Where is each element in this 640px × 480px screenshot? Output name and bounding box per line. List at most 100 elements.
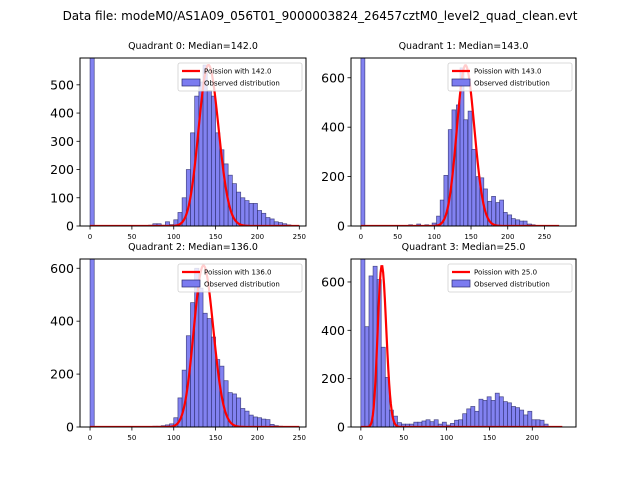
histogram-bar	[265, 217, 271, 226]
histogram-bar	[261, 212, 267, 226]
histogram-bar	[206, 90, 212, 226]
histogram-bar	[486, 396, 492, 427]
y-tick-label: 300	[50, 134, 74, 149]
legend-box	[177, 263, 303, 293]
subplot-title: Quadrant 2: Median=136.0	[128, 242, 258, 253]
subplot-quadrant-2: Quadrant 2: Median=136.0 0 200 400 600 0 50 100…	[50, 242, 307, 442]
axes-frame	[350, 258, 577, 428]
y-tick-label: 200	[321, 169, 345, 184]
histogram-bar	[523, 414, 529, 427]
histogram-bar	[89, 259, 95, 427]
y-tick-label: 600	[50, 261, 74, 276]
histogram-bar	[252, 203, 258, 226]
y-tick-label: 400	[321, 323, 345, 338]
histogram-bar	[507, 402, 512, 427]
axes-frame	[79, 258, 307, 428]
subplot-title: Quadrant 1: Median=143.0	[399, 41, 529, 52]
histogram-bar	[511, 218, 516, 226]
y-tick-label: 0	[66, 219, 74, 234]
poisson-curve	[360, 265, 563, 427]
y-tick-label: 0	[66, 420, 74, 435]
x-tick-label: 0	[88, 233, 92, 241]
histogram-bar	[502, 212, 508, 226]
legend-label-poisson: Poission with 136.0	[204, 269, 272, 277]
histogram-bar	[494, 392, 500, 427]
x-tick-label: 150	[483, 434, 496, 442]
y-tick-label: 400	[50, 106, 74, 121]
x-tick-label: 250	[293, 434, 306, 442]
legend-label-poisson: Poission with 25.0	[474, 269, 537, 277]
histogram-bar	[231, 393, 237, 427]
histogram-bar	[511, 406, 516, 427]
histogram-bar	[384, 377, 390, 427]
x-tick-label: 50	[399, 434, 408, 442]
histogram-bar	[252, 416, 258, 427]
y-tick-label: 0	[337, 420, 345, 435]
legend-label-poisson: Poission with 143.0	[474, 68, 542, 76]
legend-box	[177, 62, 303, 92]
histogram-bars	[360, 259, 549, 427]
subplot-title: Quadrant 3: Median=25.0	[402, 242, 526, 253]
legend: Poission with 142.0 Observed distribution	[177, 62, 303, 92]
legend-label-observed: Observed distribution	[474, 80, 550, 88]
histogram-bar	[223, 380, 229, 427]
suptitle: Data file: modeM0/AS1A09_056T01_90000038…	[63, 9, 578, 23]
y-tick-label: 100	[50, 190, 74, 205]
histogram-bar	[474, 410, 480, 427]
x-tick-label: 100	[167, 434, 180, 442]
x-tick-label: 150	[209, 434, 222, 442]
histogram-bar	[257, 417, 262, 427]
poisson-curve	[90, 63, 300, 226]
histogram-bar	[244, 410, 250, 427]
y-tick-label: 500	[50, 77, 74, 92]
poisson-curve	[360, 64, 560, 226]
histogram-bar	[503, 401, 508, 427]
subplot-quadrant-0: Quadrant 0: Median=142.00100200300400500…	[50, 41, 307, 241]
histogram-bar	[165, 221, 170, 226]
poisson-curve	[90, 264, 300, 427]
x-tick-label: 0	[88, 434, 92, 442]
histogram-bar	[490, 400, 496, 427]
y-tick-label: 600	[321, 70, 345, 85]
histogram-bar	[236, 397, 242, 427]
y-tick-label: 0	[337, 219, 345, 234]
x-tick-label: 50	[393, 233, 402, 241]
x-tick-label: 200	[501, 233, 514, 241]
legend-label-observed: Observed distribution	[204, 281, 280, 289]
histogram-bar	[202, 312, 208, 427]
histogram-bar	[491, 196, 496, 226]
histogram-bar	[364, 326, 370, 427]
legend: Poission with 25.0 Observed distribution	[447, 263, 573, 293]
legend: Poission with 143.0 Observed distribution	[447, 62, 573, 92]
axes-frame	[350, 57, 577, 227]
x-tick-label: 150	[209, 233, 222, 241]
x-tick-label: 100	[440, 434, 453, 442]
y-tick-label: 200	[50, 162, 74, 177]
legend-label-observed: Observed distribution	[474, 281, 550, 289]
histogram-bar	[360, 259, 366, 427]
x-tick-label: 250	[538, 233, 551, 241]
histogram-bar	[527, 410, 533, 427]
x-tick-label: 150	[464, 233, 477, 241]
subplot-title: Quadrant 0: Median=142.0	[128, 41, 258, 52]
histogram-bar	[265, 419, 271, 427]
legend-label-observed: Observed distribution	[204, 80, 280, 88]
histogram-bar	[360, 58, 366, 226]
histogram-bar	[248, 203, 254, 226]
legend-bar-swatch	[451, 279, 471, 288]
histogram-bar	[240, 197, 246, 226]
histogram-bar	[89, 58, 95, 226]
x-tick-label: 0	[359, 233, 363, 241]
x-tick-label: 0	[359, 434, 363, 442]
x-tick-label: 50	[127, 233, 136, 241]
y-tick-label: 600	[321, 274, 345, 289]
histogram-bar	[462, 413, 468, 427]
subplot-quadrant-1: Quadrant 1: Median=143.0 0 200 400 600 0 50 100…	[321, 41, 577, 241]
legend-label-poisson: Poission with 142.0	[204, 68, 272, 76]
y-tick-label: 200	[321, 371, 345, 386]
histogram-bar	[482, 400, 488, 427]
histogram-bar	[261, 418, 267, 427]
histogram-bar	[244, 200, 250, 226]
histogram-bar	[478, 398, 484, 427]
